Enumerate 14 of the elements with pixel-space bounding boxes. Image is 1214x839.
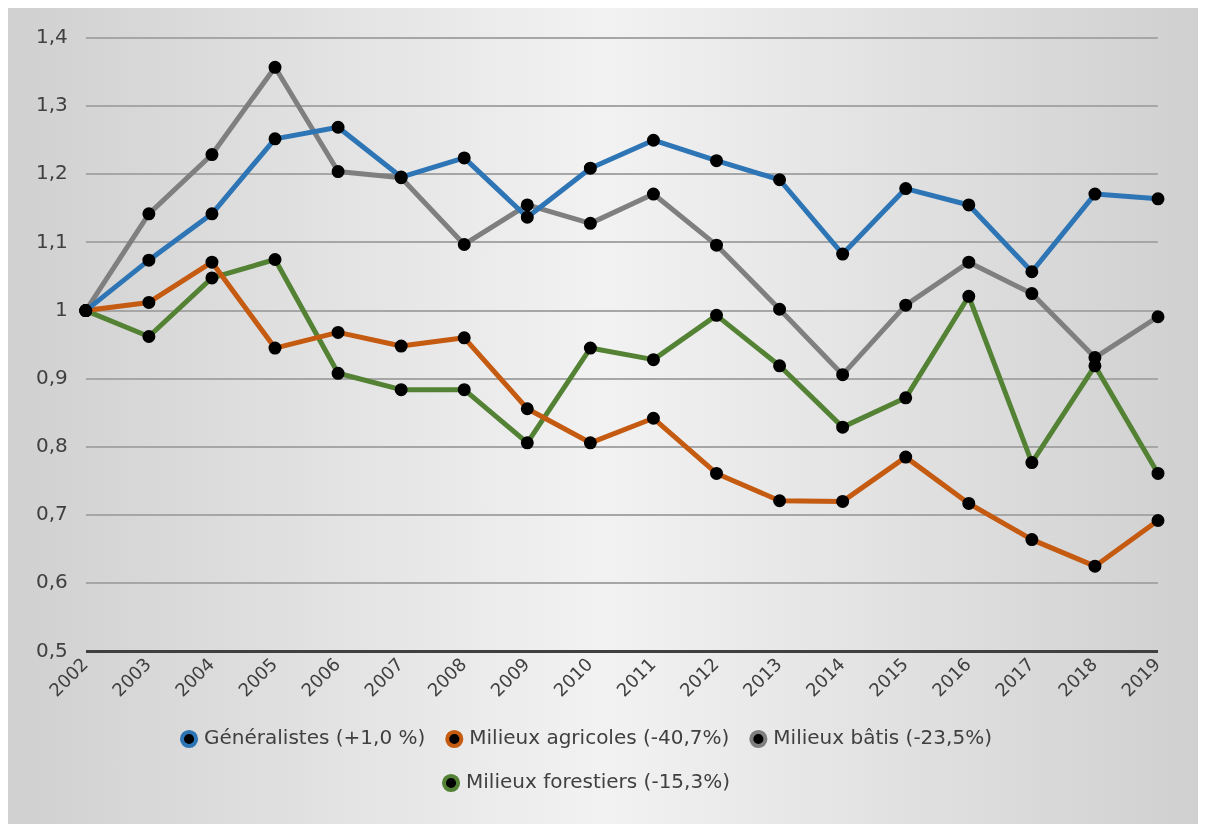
y-tick-label: 1,2 — [35, 160, 68, 185]
y-tick-label: 1,1 — [35, 228, 68, 253]
legend-label: Milieux agricoles (-40,7%) — [469, 725, 730, 750]
y-tick-label: 0,6 — [35, 569, 68, 594]
y-tick-label: 0,5 — [35, 637, 68, 662]
y-tick-label: 1,3 — [35, 92, 68, 117]
y-tick-label: 0,8 — [35, 433, 68, 458]
legend-label: Généralistes (+1,0 %) — [204, 725, 426, 750]
y-tick-label: 0,9 — [35, 364, 68, 389]
y-tick-label: 1,4 — [35, 24, 68, 49]
legend-label: Milieux forestiers (-15,3%) — [466, 769, 730, 794]
y-tick-label: 1 — [55, 296, 68, 321]
legend-label: Milieux bâtis (-23,5%) — [773, 725, 992, 750]
y-tick-label: 0,7 — [35, 501, 68, 526]
